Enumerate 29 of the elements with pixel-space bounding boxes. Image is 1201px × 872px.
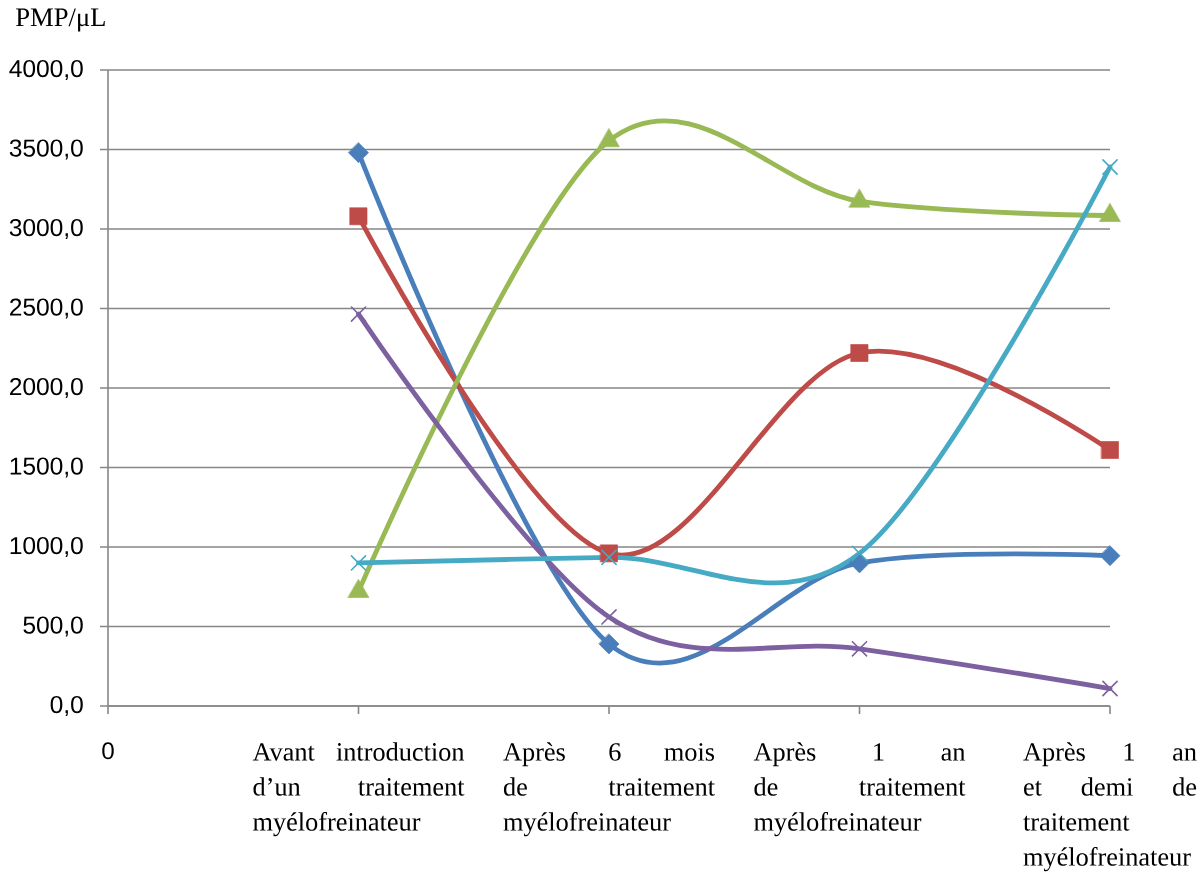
y-tick-label: 3500,0	[9, 139, 83, 160]
x-tick-label: Après 1 an et demi de traitement myélofreinateur	[1023, 742, 1197, 872]
point	[350, 555, 367, 571]
point	[851, 545, 868, 562]
point	[1102, 159, 1118, 175]
y-tick-label: 0,0	[50, 695, 83, 717]
y-tick-label: 2000,0	[10, 377, 83, 399]
x-tick-label: Avant introduction d’un traitement myélofreinateur	[252, 742, 465, 837]
point	[849, 552, 870, 574]
x-tick-label: 0	[102, 742, 114, 760]
point	[350, 306, 367, 322]
y-axis-title: PMP/μL	[16, 8, 105, 32]
y-tick-label: 1500,0	[10, 457, 83, 478]
point	[349, 207, 368, 226]
y-tick-label: 1000,0	[10, 536, 83, 558]
x-tick-label: Après 6 mois de traitement myélofreinateur	[503, 742, 715, 837]
y-tick-label: 4000,0	[9, 59, 83, 81]
point	[1101, 441, 1119, 459]
point	[348, 142, 369, 164]
y-tick-label: 500,0	[23, 616, 83, 637]
point	[851, 640, 868, 657]
x-tick-label: Après 1 an de traitement myélofreinateur	[753, 742, 966, 837]
y-tick-label: 3000,0	[9, 218, 83, 240]
y-tick-label: 2500,0	[10, 298, 83, 319]
point	[601, 549, 617, 566]
point	[598, 633, 620, 655]
point	[1102, 680, 1118, 697]
point	[1099, 545, 1121, 567]
point	[850, 344, 869, 362]
